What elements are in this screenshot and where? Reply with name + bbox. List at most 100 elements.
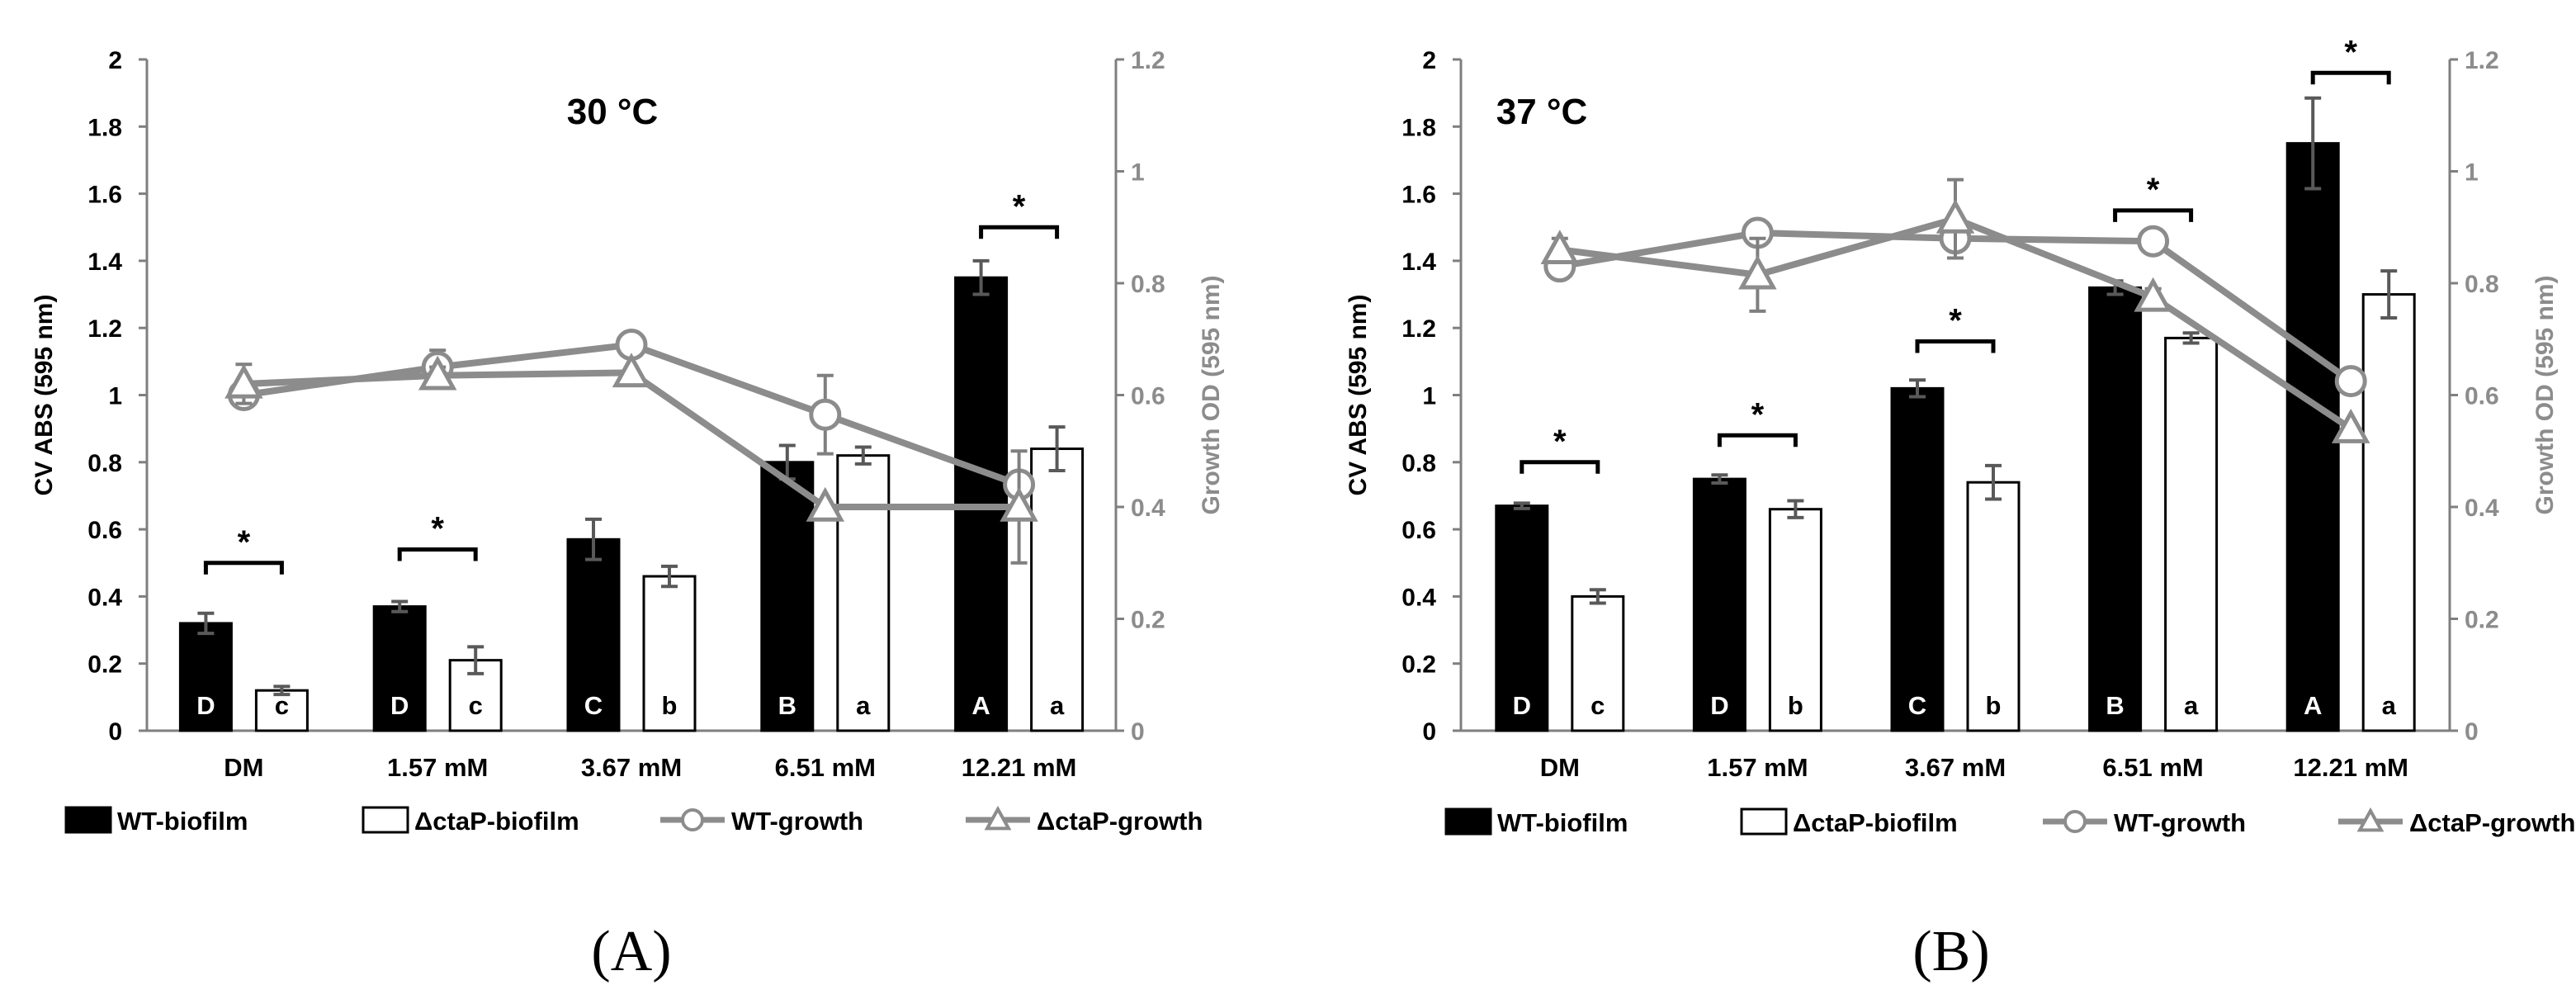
y-tick-label-left: 1.2 [87,315,122,343]
legend-label: ΔctaP-growth [1037,807,1203,836]
wt-biofilm-bar [2088,286,2143,732]
legend-label: WT-growth [2114,808,2246,837]
y-axis-title-left: CV ABS (595 nm) [31,295,58,496]
legend-swatch-ctap-biofilm [1740,807,1788,836]
y-tick-label-left: 0 [108,718,122,746]
panel-b-chart: 0 0.2 0.4 0.6 0.8 1 1.2 1.4 1.6 1.8 2 0 0.2 0.4 0.6 0.8… [1345,34,2575,983]
legend-marker-triangle [2356,807,2385,832]
y-tick-label-right: 0.6 [1131,383,1165,410]
y-tick-label-left: 0.4 [87,584,122,611]
y-tick-label-left: 2 [108,47,122,74]
significance-letter: D [1513,691,1531,720]
legend-label: WT-biofilm [1497,808,1628,837]
y-tick-label-left: 2 [1422,47,1436,74]
significance-letter: A [971,691,990,720]
y-tick-label-left: 1.2 [1401,315,1436,343]
x-tick-label: 6.51 mM [2102,753,2203,782]
x-tick-label: DM [1540,753,1580,782]
wt-biofilm-bar [566,538,621,732]
y-tick-label-left: 0.6 [87,517,122,544]
y-tick-label-right: 1 [1131,159,1145,187]
y-tick-label-right: 0 [2465,718,2479,746]
legend-swatch-wt-biofilm [1444,807,1492,836]
significance-letter: a [2382,691,2397,720]
significance-asterisk: * [1949,302,1962,339]
significance-letter: c [275,691,289,720]
legend-label: ΔctaP-growth [2409,808,2575,837]
y-tick-label-right: 0 [1131,718,1145,746]
y-tick-label-left: 0 [1422,718,1436,746]
significance-asterisk: * [431,510,444,547]
ctap-growth-point [1936,198,1975,234]
ctap-growth-point [1000,486,1038,522]
significance-bracket [1717,433,1798,448]
ctap-growth-point [1738,254,1777,290]
significance-letter: a [1050,691,1065,720]
x-tick-label: 12.21 mM [2293,753,2408,782]
significance-letter: C [584,691,603,720]
ctap-growth-point [806,486,845,522]
wt-biofilm-bar [2285,142,2340,732]
wt-biofilm-bar [1495,504,1549,732]
ctap-biofilm-bar [1966,481,2021,732]
significance-asterisk: * [2344,34,2357,70]
significance-bracket [979,225,1060,239]
x-tick-label: 12.21 mM [962,753,1077,782]
y-tick-label-left: 1 [108,383,122,410]
ctap-growth-point [612,353,651,388]
y-tick-label-right: 0.8 [1131,271,1165,298]
ctap-biofilm-bar [1030,448,1085,732]
legend-marker-circle [681,808,704,831]
y-tick-label-right: 1.2 [2465,47,2499,74]
ctap-growth-point [225,363,263,399]
y-tick-label-right: 0.4 [2465,495,2499,522]
significance-letter: a [856,691,871,720]
x-tick-label: DM [224,753,263,782]
x-tick-label: 1.57 mM [387,753,488,782]
y-tick-label-right: 1 [2465,159,2479,187]
y-tick-label-left: 1.4 [87,249,122,276]
legend-label: WT-growth [731,807,863,836]
y-axis-title-left: CV ABS (595 nm) [1345,295,1372,496]
wt-biofilm-bar [372,605,427,732]
significance-bracket [1915,339,1996,353]
significance-asterisk: * [1013,188,1026,225]
ctap-growth-point [2331,409,2370,443]
chart-title: 37 °C [1496,92,1588,132]
significance-letter: b [662,691,678,720]
y-tick-label-left: 0.8 [87,450,122,477]
significance-letter: A [2304,691,2322,720]
legend-label: ΔctaP-biofilm [414,807,579,836]
significance-bracket [397,547,478,561]
x-tick-label: 3.67 mM [581,753,682,782]
significance-letter: c [469,691,483,720]
y-tick-label-left: 1.4 [1401,249,1436,276]
ctap-biofilm-bar [1571,594,1625,732]
y-axis-title-right: Growth OD (595 nm) [1198,275,1225,514]
significance-letter: C [1908,691,1926,720]
significance-letter: B [2106,691,2124,720]
y-tick-label-right: 1.2 [1131,47,1165,74]
ctap-growth-point [418,355,457,391]
legend-swatch-wt-biofilm [64,806,112,834]
y-tick-label-right: 0.6 [2465,383,2499,410]
ctap-growth-point [1540,230,1580,265]
significance-letter: b [1986,691,2002,720]
significance-asterisk: * [1751,396,1765,433]
y-tick-label-left: 0.4 [1401,584,1436,611]
y-tick-label-right: 0.8 [2465,271,2499,298]
x-tick-label: 1.57 mM [1707,753,1808,782]
ctap-biofilm-bar [2164,336,2219,732]
wt-growth-point [809,398,842,431]
significance-letter: b [1788,691,1803,720]
significance-letter: c [1591,691,1605,720]
y-tick-label-right: 0.2 [2465,607,2499,634]
y-tick-label-left: 1.6 [87,182,122,209]
y-tick-label-left: 0.8 [1401,450,1436,477]
ctap-biofilm-bar [2361,293,2416,732]
significance-letter: D [196,691,215,720]
legend-swatch-ctap-biofilm [362,806,409,834]
x-tick-label: 6.51 mM [775,753,876,782]
